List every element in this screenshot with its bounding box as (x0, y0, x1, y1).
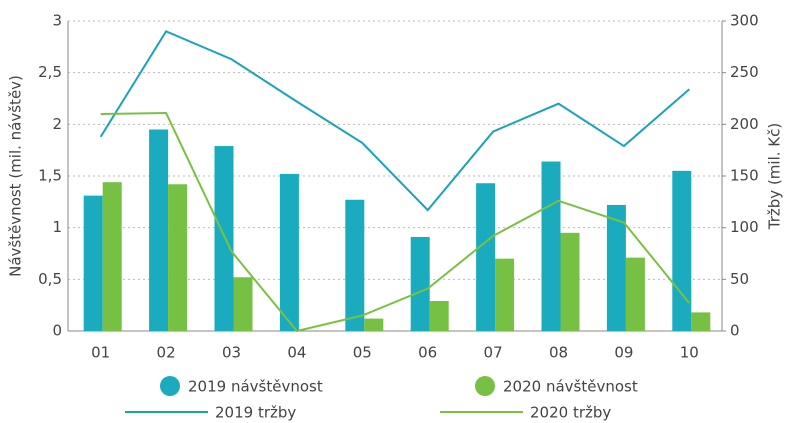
y-tick-label: 0,5 (38, 270, 62, 288)
legend-marker (160, 376, 180, 396)
y2-tick-label: 300 (730, 12, 759, 30)
bar (102, 182, 122, 331)
legend-label: 2020 návštěvnost (503, 378, 638, 396)
x-tick-label: 08 (549, 344, 568, 362)
y2-tick-label: 100 (730, 218, 759, 236)
x-tick-label: 02 (157, 344, 176, 362)
y-axis-label: Návštěvnost (mil. návštěv) (7, 75, 25, 277)
y2-tick-label: 0 (730, 322, 740, 340)
x-tick-label: 06 (418, 344, 437, 362)
bar (279, 173, 299, 331)
bar (476, 183, 496, 331)
bar (429, 301, 449, 331)
bar (541, 161, 561, 331)
bar (233, 277, 253, 331)
y-tick-label: 0 (52, 322, 62, 340)
bar (364, 318, 384, 331)
bar (345, 199, 365, 331)
x-tick-label: 05 (353, 344, 372, 362)
y2-tick-label: 250 (730, 63, 759, 81)
line (99, 30, 690, 212)
bar (83, 195, 103, 331)
bar (149, 129, 169, 331)
x-tick-label: 04 (287, 344, 306, 362)
bar (560, 232, 580, 331)
legend-label: 2019 tržby (215, 404, 296, 422)
legend-label: 2020 tržby (530, 404, 611, 422)
x-tick-label: 09 (614, 344, 633, 362)
y2-axis-label: Tržby (mil. Kč) (766, 123, 784, 230)
bar (168, 184, 188, 331)
y-tick-label: 1,5 (38, 167, 62, 185)
y2-tick-label: 150 (730, 167, 759, 185)
y2-tick-label: 50 (730, 270, 749, 288)
bar (214, 146, 234, 331)
bar (606, 204, 626, 331)
x-tick-label: 07 (484, 344, 503, 362)
bar (672, 170, 692, 331)
y2-tick-label: 200 (730, 115, 759, 133)
line (100, 111, 691, 333)
x-tick-label: 01 (91, 344, 110, 362)
x-tick-label: 10 (680, 344, 699, 362)
y-tick-label: 2 (52, 115, 62, 133)
bar (691, 312, 711, 331)
legend-label: 2019 návštěvnost (188, 378, 323, 396)
bar (495, 258, 515, 331)
bar (410, 236, 430, 331)
legend-marker (475, 376, 495, 396)
bar (625, 257, 645, 331)
y-tick-label: 3 (52, 12, 62, 30)
y-tick-label: 2,5 (38, 63, 62, 81)
x-tick-label: 03 (222, 344, 241, 362)
y-tick-label: 1 (52, 218, 62, 236)
